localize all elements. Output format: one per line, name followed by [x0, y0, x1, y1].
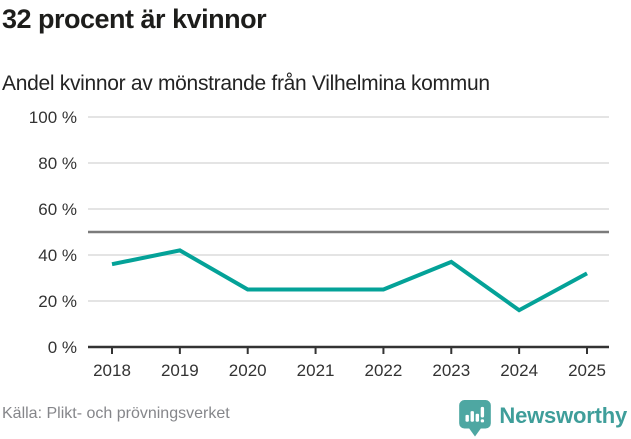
data-line [111, 248, 588, 313]
brand-logo: Newsworthy [458, 399, 627, 437]
y-tick-label: 80 % [38, 154, 77, 173]
x-tick-label: 2023 [432, 361, 470, 380]
chart-title: 32 procent är kvinnor [2, 4, 267, 34]
source-caption: Källa: Plikt- och prövningsverket [2, 405, 230, 422]
y-tick-label: 40 % [38, 246, 77, 265]
x-tick-label: 2020 [229, 361, 267, 380]
x-tick-label: 2025 [568, 361, 606, 380]
x-tick-label: 2018 [93, 361, 131, 380]
y-tick-label: 0 % [48, 338, 77, 357]
x-tick-label: 2019 [161, 361, 199, 380]
x-tick-label: 2024 [500, 361, 538, 380]
x-tick-label: 2022 [365, 361, 403, 380]
brand-name: Newsworthy [499, 403, 627, 428]
y-tick-label: 20 % [38, 292, 77, 311]
line-chart: 0 % 20 % 40 % 60 % 80 % 100 % 2018 2019 2020 2021… [29, 108, 609, 380]
y-tick-label: 60 % [38, 200, 77, 219]
newsworthy-logo-icon [459, 400, 492, 437]
chart-subtitle: Andel kvinnor av mönstrande från Vilhelm… [2, 72, 490, 95]
x-tick-label: 2021 [297, 361, 335, 380]
y-tick-label: 100 % [29, 108, 77, 127]
